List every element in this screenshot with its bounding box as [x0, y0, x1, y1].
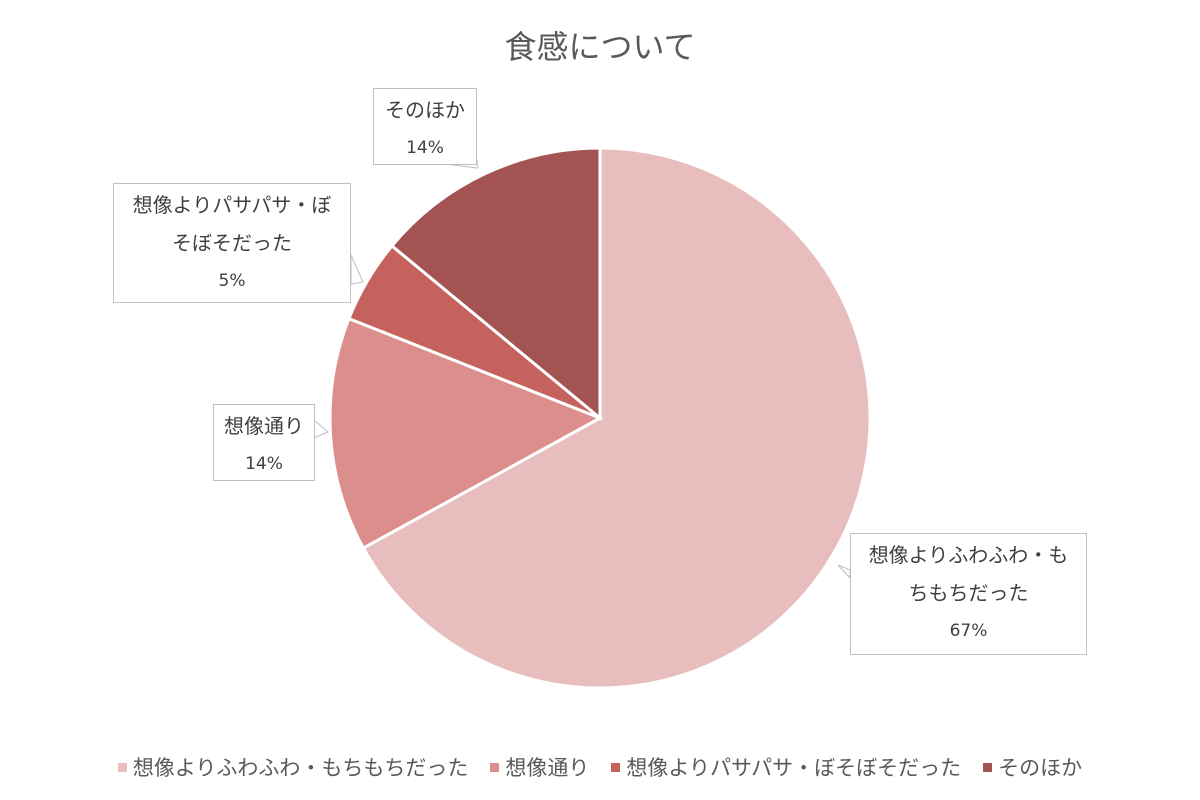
- legend-item-1: 想像通り: [490, 752, 589, 782]
- callout-pointer-2: [350, 254, 364, 285]
- callout-pointer-1: [313, 418, 329, 439]
- legend-item-0: 想像よりふわふわ・もちもちだった: [117, 752, 469, 782]
- data-label-value: 14%: [406, 138, 444, 158]
- legend-label: 想像よりパサパサ・ぼそぼそだった: [626, 756, 962, 780]
- pie-slice-0: [361, 146, 872, 690]
- data-label-text: 想像通り: [224, 414, 304, 438]
- legend-label: そのほか: [998, 756, 1083, 780]
- pie-slice-3: [389, 146, 602, 422]
- legend: 想像よりふわふわ・もちもちだった 想像通り 想像よりパサパサ・ぼそぼそだった そ…: [0, 752, 1200, 782]
- legend-label: 想像よりふわふわ・もちもちだった: [132, 756, 469, 780]
- data-label-text: そのほか: [385, 98, 465, 122]
- legend-swatch: [117, 762, 127, 772]
- legend-item-2: 想像よりパサパサ・ぼそぼそだった: [611, 752, 961, 782]
- data-label-text: ちもちだった: [908, 581, 1029, 605]
- pie-slice-1: [328, 316, 604, 551]
- data-label-0: 想像よりふわふわ・も ちもちだった 67%: [850, 533, 1087, 655]
- data-label-value: 67%: [949, 621, 988, 641]
- data-label-2: 想像よりパサパサ・ぼ そぼそだった 5%: [113, 183, 351, 303]
- legend-label: 想像通り: [505, 756, 590, 780]
- legend-swatch: [983, 762, 993, 772]
- data-label-text: 想像よりパサパサ・ぼ: [132, 193, 332, 217]
- chart-title: 食感について: [504, 28, 696, 66]
- legend-swatch: [611, 762, 621, 772]
- legend-swatch: [490, 762, 500, 772]
- legend-item-3: そのほか: [983, 752, 1082, 782]
- data-label-text: そぼそだった: [172, 231, 292, 255]
- data-label-value: 5%: [218, 271, 246, 291]
- data-label-value: 14%: [245, 454, 283, 474]
- data-label-3: そのほか 14%: [373, 88, 477, 165]
- callout-pointer-0: [837, 564, 851, 580]
- data-label-1: 想像通り 14%: [213, 404, 315, 481]
- data-label-text: 想像よりふわふわ・も: [868, 543, 1069, 567]
